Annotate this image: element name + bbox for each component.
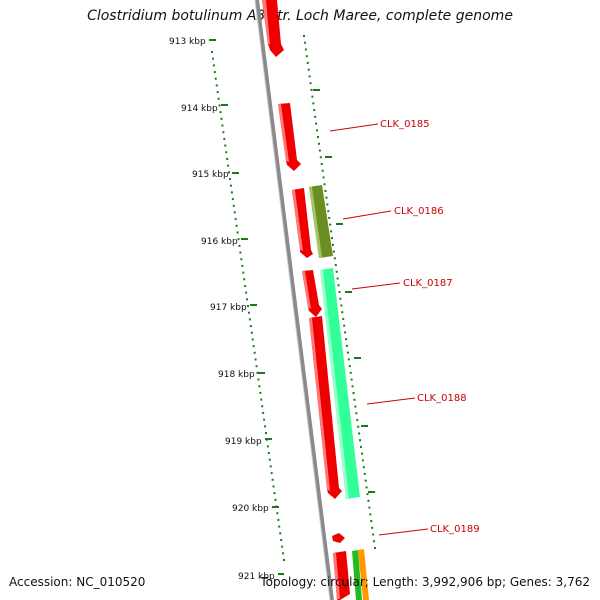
gene-arrow[interactable] xyxy=(278,103,301,171)
ruler-label: 915 kbp xyxy=(192,170,229,180)
ruler-label: 918 kbp xyxy=(218,370,255,380)
ruler-label: 919 kbp xyxy=(225,437,262,447)
ruler-major-ticks xyxy=(209,39,375,575)
gene-arrow[interactable] xyxy=(332,533,345,543)
ruler-dots-outer xyxy=(303,35,376,549)
genome-summary: Topology: circular; Length: 3,992,906 bp… xyxy=(260,575,590,589)
gene-label-clk-0188[interactable]: CLK_0188 xyxy=(417,393,467,404)
gene-arrow[interactable] xyxy=(352,550,362,600)
map-title: Clostridium botulinum A3 str. Loch Maree… xyxy=(87,8,513,24)
ruler-label: 913 kbp xyxy=(169,37,206,47)
gene-label-clk-0185[interactable]: CLK_0185 xyxy=(380,119,430,130)
gene-features xyxy=(262,0,369,600)
ruler-label: 920 kbp xyxy=(232,504,269,514)
ruler-label: 921 kbp xyxy=(238,572,275,582)
accession-text: Accession: NC_010520 xyxy=(9,575,146,589)
gene-arrow[interactable] xyxy=(292,188,313,258)
gene-label-clk-0186[interactable]: CLK_0186 xyxy=(394,206,444,217)
gene-arrow[interactable] xyxy=(320,268,360,499)
gene-arrow[interactable] xyxy=(302,270,322,317)
gene-label-leaders xyxy=(329,123,429,536)
ruler-labels: 913 kbp 914 kbp 915 kbp 916 kbp 917 kbp … xyxy=(169,37,275,582)
gene-label-clk-0187[interactable]: CLK_0187 xyxy=(403,278,453,289)
ruler-label: 917 kbp xyxy=(210,303,247,313)
gene-label-clk-0189[interactable]: CLK_0189 xyxy=(430,524,480,535)
gene-labels: CLK_0185 CLK_0186 CLK_0187 CLK_0188 CLK_… xyxy=(380,119,480,535)
gene-arrow[interactable] xyxy=(309,185,333,258)
genome-backbone xyxy=(255,0,334,600)
gene-arrow[interactable] xyxy=(262,0,284,57)
gene-arrow[interactable] xyxy=(309,316,342,499)
ruler-label: 916 kbp xyxy=(201,237,238,247)
genome-backbone-highlight xyxy=(254,0,331,600)
ruler-label: 914 kbp xyxy=(181,104,218,114)
gene-arrow[interactable] xyxy=(358,549,369,600)
